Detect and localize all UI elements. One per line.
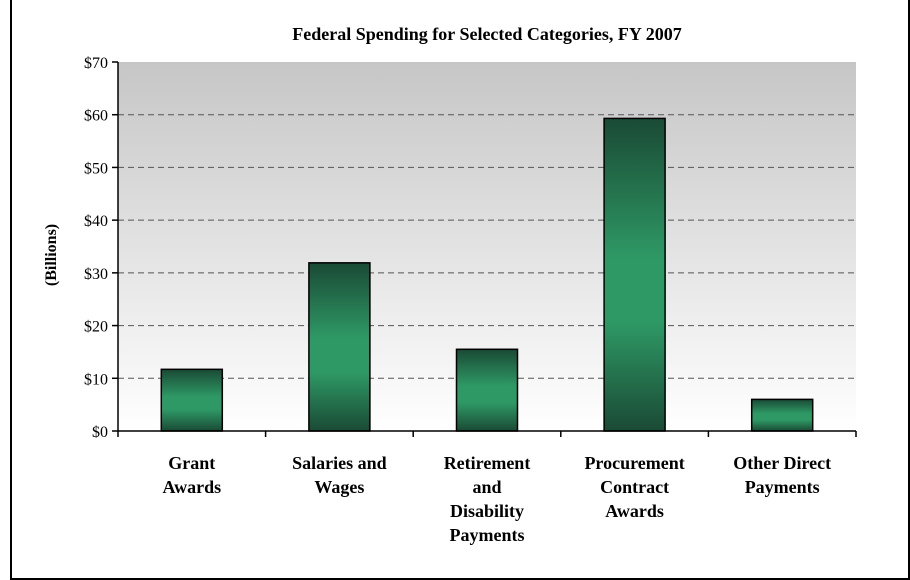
category-label: Other Direct Payments: [733, 453, 831, 497]
y-tick-label: $20: [84, 319, 108, 336]
bar-chart: Federal Spending for Selected Categories…: [43, 24, 857, 545]
category-labels: Grant Awards Salaries and Wages Retirement an…: [162, 453, 831, 545]
grid-lines: [118, 114, 856, 379]
bar: [750, 398, 814, 432]
chart-title: Federal Spending for Selected Categories…: [292, 24, 681, 44]
bars: [160, 117, 814, 432]
category-label: Procurement Contract Awards: [584, 453, 684, 521]
category-label: Grant Awards: [162, 453, 221, 497]
bar: [308, 262, 371, 432]
y-tick-label: $0: [92, 424, 108, 441]
y-tick-label: $10: [84, 371, 108, 388]
y-tick-label: $40: [84, 213, 108, 230]
y-tick-label: $70: [84, 55, 108, 72]
bar: [603, 117, 666, 432]
y-axis-label: (Billions): [43, 224, 60, 286]
bar: [455, 348, 519, 432]
category-label: Retirement and Disability Payments: [444, 453, 531, 545]
y-tick-label: $30: [84, 266, 108, 283]
y-tick-label: $60: [84, 108, 108, 125]
chart-frame: Federal Spending for Selected Categories…: [10, 0, 910, 580]
y-tick-labels: $0 $10 $20 $30 $40 $50 $60 $70: [84, 55, 108, 441]
category-label: Salaries and Wages: [292, 453, 387, 497]
bar: [160, 368, 224, 432]
axes: [112, 61, 857, 437]
y-tick-label: $50: [84, 160, 108, 177]
